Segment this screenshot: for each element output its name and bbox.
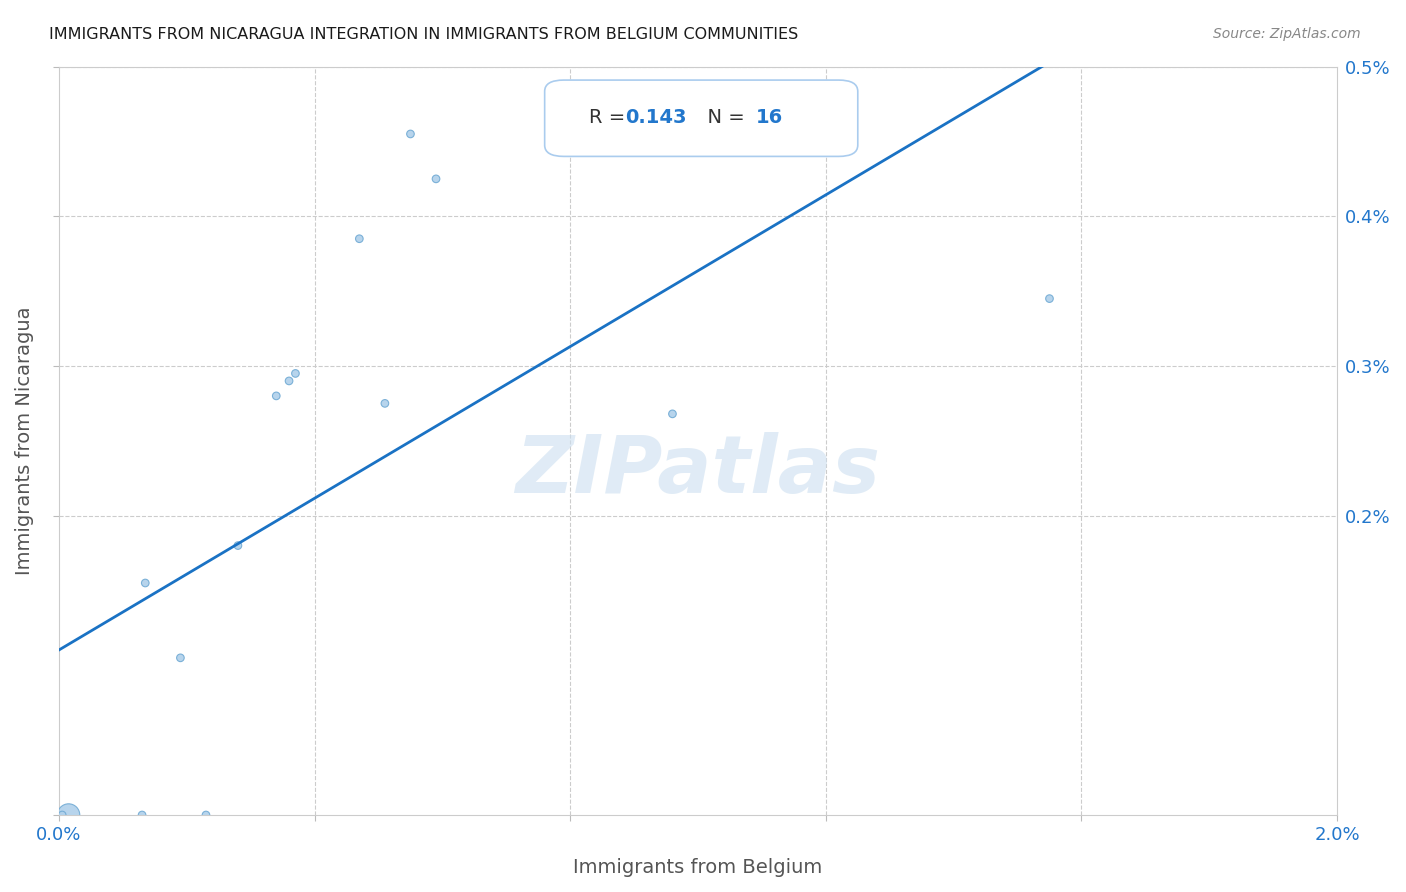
Point xyxy=(169,650,191,665)
X-axis label: Immigrants from Belgium: Immigrants from Belgium xyxy=(574,858,823,877)
Point xyxy=(349,232,371,246)
Text: ZIPatlas: ZIPatlas xyxy=(516,432,880,509)
Point xyxy=(264,389,287,403)
Point xyxy=(425,172,447,186)
Text: N =: N = xyxy=(696,108,751,127)
Y-axis label: Immigrants from Nicaragua: Immigrants from Nicaragua xyxy=(15,307,34,575)
Point xyxy=(399,127,422,141)
Point xyxy=(661,407,683,421)
Text: R =: R = xyxy=(589,108,631,127)
FancyBboxPatch shape xyxy=(544,80,858,156)
Point xyxy=(1038,292,1060,306)
Point xyxy=(134,576,156,591)
Point xyxy=(194,808,217,822)
Point xyxy=(131,808,153,822)
Point xyxy=(58,808,80,822)
Point xyxy=(278,374,301,388)
Point xyxy=(226,539,249,553)
Text: Source: ZipAtlas.com: Source: ZipAtlas.com xyxy=(1213,27,1361,41)
Text: 0.143: 0.143 xyxy=(626,108,686,127)
Point xyxy=(51,808,73,822)
Text: IMMIGRANTS FROM NICARAGUA INTEGRATION IN IMMIGRANTS FROM BELGIUM COMMUNITIES: IMMIGRANTS FROM NICARAGUA INTEGRATION IN… xyxy=(49,27,799,42)
Text: 16: 16 xyxy=(755,108,783,127)
Point xyxy=(374,396,396,410)
Point xyxy=(284,367,307,381)
